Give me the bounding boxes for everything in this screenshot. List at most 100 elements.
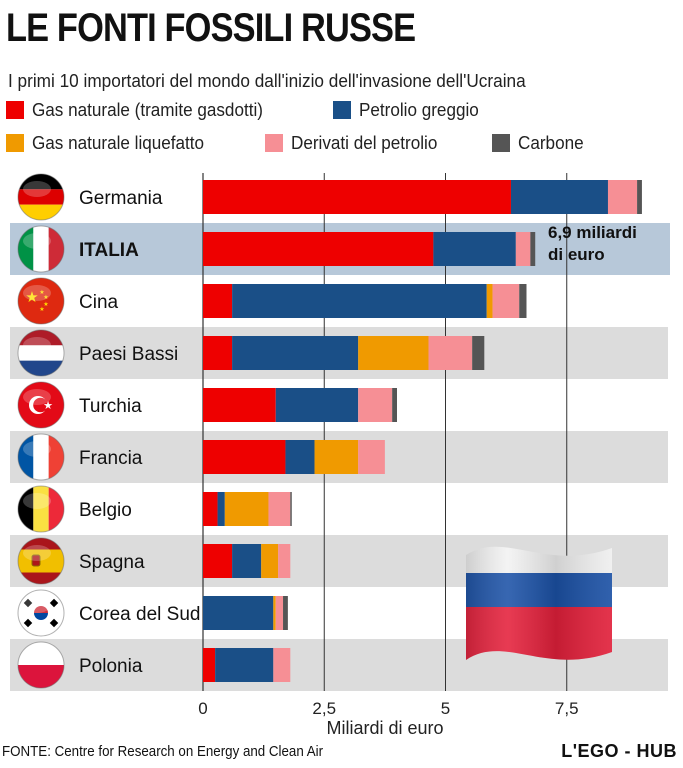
flag-star: ★	[39, 289, 44, 296]
legend-label: Derivati del petrolio	[291, 132, 438, 153]
bar-segment	[203, 232, 434, 266]
flag-part	[18, 174, 64, 190]
flag-part	[33, 434, 49, 480]
bar-segment	[358, 388, 393, 422]
flag-body	[18, 174, 64, 220]
flag-gloss	[23, 389, 51, 405]
category-label: Paesi Bassi	[79, 344, 178, 365]
flag-star: ★	[25, 288, 38, 306]
bar-segment	[392, 388, 397, 422]
flag-part	[18, 226, 34, 272]
legend-label: Gas naturale (tramite gasdotti)	[32, 99, 263, 120]
category-label: Spagna	[79, 552, 145, 573]
flag-star: ★	[43, 301, 48, 308]
legend-swatch	[6, 101, 24, 119]
flag-body: ★ ★★★★	[18, 278, 64, 324]
legend-swatch	[265, 134, 283, 152]
bar-segment	[314, 440, 359, 474]
flag-rim	[17, 225, 65, 273]
flag-part	[18, 204, 64, 220]
bar-segment	[637, 180, 642, 214]
legend-swatch	[6, 134, 24, 152]
flag-part	[18, 278, 64, 324]
poland-flag-icon	[17, 641, 65, 689]
legend-item-coal: Carbone	[492, 132, 587, 154]
bar-segment	[530, 232, 536, 266]
category-label: Germania	[79, 188, 163, 209]
bar-segment	[472, 336, 485, 370]
bar-segment	[275, 388, 359, 422]
legend-item-crude-oil: Petrolio greggio	[333, 99, 485, 121]
bar-segment	[486, 284, 493, 318]
flag-part	[18, 345, 64, 361]
bar-segment	[203, 180, 511, 214]
bar-segment	[607, 180, 638, 214]
flag-part	[18, 665, 64, 688]
chart-title: LE FONTI FOSSILI RUSSE	[6, 6, 416, 50]
legend-item-gas-pipeline: Gas naturale (tramite gasdotti)	[6, 99, 275, 121]
bar-segment	[217, 492, 225, 526]
bar-segment	[515, 232, 531, 266]
flag-star: ★	[43, 294, 48, 301]
x-axis-ticks: 0 2,5 5 7,5	[198, 699, 578, 718]
flag-part	[18, 572, 64, 584]
bar-segment	[358, 336, 429, 370]
bar-segment	[285, 440, 315, 474]
legend-swatch	[333, 101, 351, 119]
flag-part	[48, 486, 64, 532]
flag-part	[18, 189, 64, 205]
bar-segment	[232, 544, 262, 578]
category-label: Francia	[79, 448, 143, 469]
flag-part	[48, 434, 64, 480]
flag-star: ★	[43, 399, 53, 412]
flag-rim	[17, 433, 65, 481]
flag-crescent	[33, 397, 48, 413]
category-label: Turchia	[79, 396, 142, 417]
flag-rim	[17, 641, 65, 689]
germany-flag-icon	[17, 173, 65, 221]
bar-segment	[290, 492, 292, 526]
flag-body	[18, 590, 64, 636]
flag-rim	[17, 589, 65, 637]
bar-segment	[268, 492, 291, 526]
flag-gloss	[23, 493, 51, 509]
legend-label: Carbone	[518, 132, 584, 153]
flag-body	[18, 486, 64, 532]
legend-label: Gas naturale liquefatto	[32, 132, 205, 153]
flag-gloss	[23, 233, 51, 249]
category-label: Cina	[79, 292, 119, 313]
legend-item-oil-products: Derivati del petrolio	[265, 132, 445, 154]
flag-part	[18, 434, 34, 480]
bar-segment	[203, 284, 233, 318]
flag-gloss	[23, 597, 51, 613]
bar-segment	[203, 440, 286, 474]
russia-flag-icon	[466, 546, 612, 660]
bar-segment	[203, 544, 233, 578]
flag-part	[18, 642, 64, 665]
bar-segment	[519, 284, 527, 318]
flag-emblem	[31, 554, 41, 567]
bar-segment	[283, 596, 288, 630]
south-korea-flag-icon	[17, 589, 65, 637]
category-label: ITALIA	[79, 240, 139, 261]
france-flag-icon	[17, 433, 65, 481]
turkey-flag-icon: ★	[17, 381, 65, 429]
bar-segment	[273, 648, 291, 682]
category-labels: Germania ITALIA Cina Paesi Bassi Turchia Fran…	[79, 188, 200, 677]
bar-segment	[358, 440, 385, 474]
x-tick-label: 5	[441, 699, 450, 718]
legend-label: Petrolio greggio	[359, 99, 479, 120]
flag-rim	[17, 277, 65, 325]
china-flag-icon: ★ ★★★★	[17, 277, 65, 325]
belgium-flag-icon	[17, 485, 65, 533]
legend-swatch	[492, 134, 510, 152]
bar-segment	[203, 336, 233, 370]
flag-rim	[17, 173, 65, 221]
bars	[203, 180, 642, 682]
x-tick-label: 0	[198, 699, 207, 718]
source-note: FONTE: Centre for Research on Energy and…	[2, 744, 324, 760]
x-tick-label: 2,5	[312, 699, 336, 718]
netherlands-flag-icon	[17, 329, 65, 377]
flag-part	[18, 549, 64, 573]
